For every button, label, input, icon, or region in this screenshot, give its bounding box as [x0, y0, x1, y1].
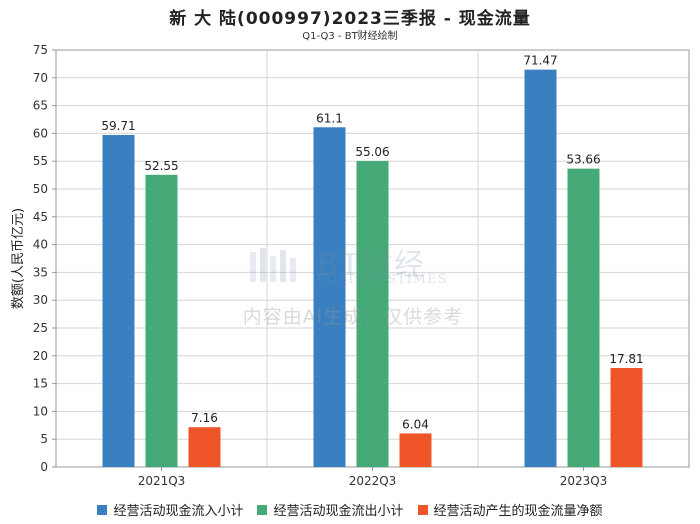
- y-tick-label: 65: [33, 99, 48, 113]
- y-tick-label: 10: [33, 404, 48, 418]
- y-tick-label: 0: [40, 460, 48, 474]
- y-tick-label: 50: [33, 182, 48, 196]
- y-tick-label: 30: [33, 293, 48, 307]
- chart-legend: 经营活动现金流入小计 经营活动现金流出小计 经营活动产生的现金流量净额: [0, 500, 700, 519]
- x-tick-label: 2022Q3: [349, 474, 397, 488]
- bar: [399, 433, 432, 467]
- y-tick-label: 60: [33, 126, 48, 140]
- legend-swatch: [417, 504, 428, 515]
- bar-value-label: 71.47: [523, 54, 557, 68]
- bar-value-label: 52.55: [144, 159, 178, 173]
- bar-value-label: 17.81: [609, 352, 643, 366]
- bar-value-label: 59.71: [101, 119, 135, 133]
- x-tick-label: 2023Q3: [560, 474, 608, 488]
- bar: [313, 127, 346, 467]
- y-axis-label: 数额(人民币亿元): [11, 208, 26, 309]
- y-tick-label: 5: [40, 432, 48, 446]
- bar-value-label: 7.16: [191, 411, 218, 425]
- legend-item: 经营活动现金流出小计: [257, 500, 404, 519]
- legend-label: 经营活动现金流出小计: [273, 504, 404, 519]
- bar-value-label: 61.1: [316, 111, 343, 125]
- legend-item: 经营活动产生的现金流量净额: [417, 500, 603, 519]
- x-tick-label: 2021Q3: [138, 474, 186, 488]
- bar: [356, 160, 389, 467]
- legend-label: 经营活动现金流入小计: [113, 504, 244, 519]
- y-tick-label: 15: [33, 377, 48, 391]
- legend-label: 经营活动产生的现金流量净额: [433, 504, 603, 519]
- chart-title: 新 大 陆(000997)2023三季报 - 现金流量: [169, 9, 531, 29]
- bar: [610, 367, 643, 467]
- legend-item: 经营活动现金流入小计: [97, 500, 243, 519]
- y-tick-label: 55: [33, 154, 48, 168]
- bar: [524, 69, 557, 467]
- y-tick-label: 20: [33, 349, 48, 363]
- y-tick-label: 70: [33, 71, 48, 85]
- bar-value-label: 53.66: [566, 153, 600, 167]
- y-tick-label: 45: [33, 210, 48, 224]
- bar: [188, 427, 221, 467]
- y-tick-label: 35: [33, 265, 48, 279]
- y-tick-label: 75: [33, 43, 48, 57]
- bar: [102, 135, 135, 468]
- legend-swatch: [257, 504, 268, 515]
- bar: [145, 174, 178, 467]
- legend-swatch: [97, 504, 108, 515]
- chart-subtitle: Q1-Q3 - BT财经绘制: [302, 31, 398, 42]
- bar-value-label: 6.04: [402, 417, 429, 431]
- bar-value-label: 55.06: [355, 145, 389, 159]
- y-tick-label: 25: [33, 321, 48, 335]
- y-tick-label: 40: [33, 238, 48, 252]
- bar: [567, 168, 600, 468]
